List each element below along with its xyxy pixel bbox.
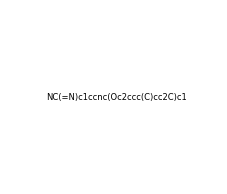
Text: NC(=N)c1ccnc(Oc2ccc(C)cc2C)c1: NC(=N)c1ccnc(Oc2ccc(C)cc2C)c1	[46, 94, 186, 102]
